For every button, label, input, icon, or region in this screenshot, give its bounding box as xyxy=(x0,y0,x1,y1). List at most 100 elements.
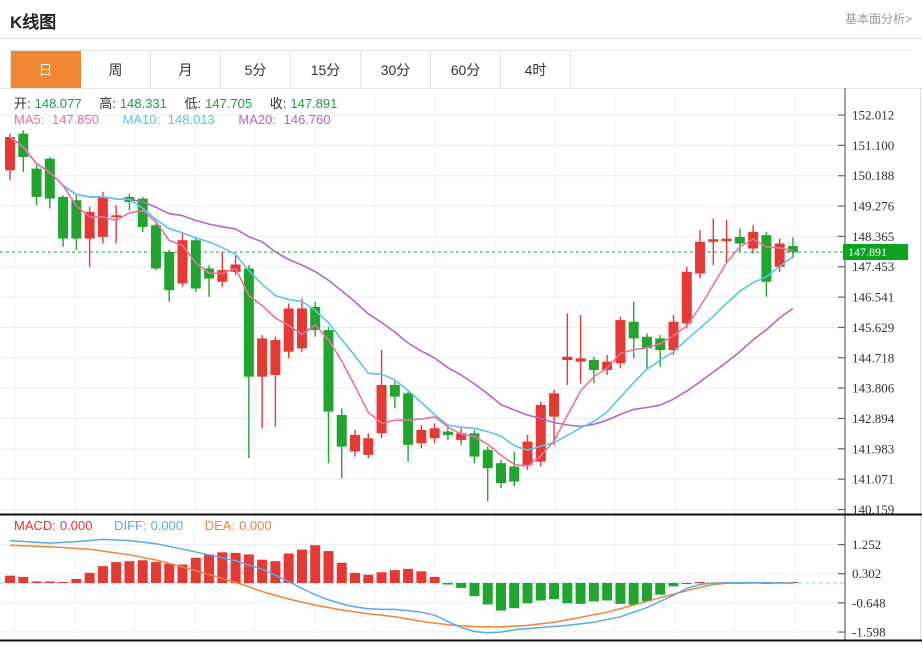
close-value: 147.891 xyxy=(290,96,338,111)
candle xyxy=(774,243,785,267)
candle xyxy=(456,433,467,440)
ma-legend: MA5: 147.850 MA10: 148.013 MA20: 146.760 xyxy=(14,112,339,127)
candle xyxy=(336,414,347,447)
ma10-line xyxy=(9,136,794,452)
y-axis-label: 146.541 xyxy=(852,290,894,305)
macd-bar xyxy=(137,560,148,583)
candle xyxy=(761,235,772,282)
candle xyxy=(111,215,122,218)
candle xyxy=(177,240,188,284)
y-axis-label: 152.012 xyxy=(852,108,894,123)
macd-bar xyxy=(695,582,706,583)
macd-legend: MACD: 0.000 DIFF: 0.000 DEA: 0.000 xyxy=(14,518,280,533)
macd-bar xyxy=(549,583,560,600)
panel-separator xyxy=(0,513,922,516)
candle xyxy=(350,434,361,452)
candle xyxy=(562,356,573,361)
macd-bar xyxy=(177,564,188,583)
macd-bar xyxy=(97,566,108,583)
candle xyxy=(602,361,613,371)
low-label: 低: xyxy=(184,96,202,111)
ma5-line xyxy=(9,136,794,468)
candle xyxy=(323,330,334,412)
y-axis-label: 149.276 xyxy=(852,199,895,214)
candle xyxy=(787,245,798,253)
candle xyxy=(748,231,759,249)
candle xyxy=(575,358,586,362)
y-axis-label: 150.188 xyxy=(852,168,894,183)
macd-bar xyxy=(31,581,42,583)
macd-bar xyxy=(416,571,427,583)
y-axis-label: 148.365 xyxy=(852,229,894,244)
candle xyxy=(442,431,453,435)
candle xyxy=(283,308,294,352)
macd-bar xyxy=(44,581,55,583)
macd-bar xyxy=(204,554,215,583)
ma5-legend: MA5: 147.850 xyxy=(14,112,99,127)
macd-bar xyxy=(668,583,679,587)
macd-bar xyxy=(230,552,241,583)
macd-bar xyxy=(310,545,321,583)
fundamental-analysis-link[interactable]: 基本面分析> xyxy=(844,12,912,26)
ohlc-legend: 开: 148.077 高: 148.331 低: 147.705 收: 147.891 xyxy=(14,93,351,112)
tab-日[interactable]: 日 xyxy=(11,51,81,89)
macd-bar xyxy=(376,572,387,583)
macd-bar xyxy=(18,576,29,583)
diff-line xyxy=(9,538,793,634)
macd-bar xyxy=(350,572,361,583)
macd-bar xyxy=(71,579,82,583)
candle xyxy=(588,360,599,371)
y-axis-label: -1.598 xyxy=(852,625,886,640)
macd-bar xyxy=(575,583,586,604)
candle xyxy=(243,268,254,377)
macd-bar xyxy=(655,583,666,595)
y-axis-label: 143.806 xyxy=(852,381,895,396)
candle xyxy=(549,393,560,417)
candle xyxy=(695,241,706,274)
macd-bar xyxy=(124,561,135,583)
macd-bar xyxy=(111,562,122,583)
candle xyxy=(217,270,228,282)
candle xyxy=(363,438,374,455)
macd-bar xyxy=(323,551,334,583)
y-axis-label: 145.629 xyxy=(852,320,894,335)
tab-5分[interactable]: 5分 xyxy=(221,51,291,89)
tab-15分[interactable]: 15分 xyxy=(291,51,361,89)
candle xyxy=(257,338,268,377)
dea-value-legend: DEA: 0.000 xyxy=(204,518,272,533)
macd-bar xyxy=(522,583,533,604)
page-title: K线图 xyxy=(10,13,57,32)
macd-bar xyxy=(628,583,639,605)
tab-60分[interactable]: 60分 xyxy=(431,51,501,89)
candle xyxy=(310,306,321,331)
macd-bar xyxy=(257,559,268,583)
chart-svg[interactable]: 152.012 151.100 150.188 149.276 148.365 147.4… xyxy=(0,88,922,645)
candle xyxy=(71,200,82,239)
open-label: 开: xyxy=(14,96,31,111)
macd-bar xyxy=(469,583,480,597)
macd-bar xyxy=(336,562,347,583)
macd-bar xyxy=(243,554,254,583)
candle xyxy=(58,196,69,239)
macd-bar xyxy=(58,582,69,583)
y-axis-label: 144.718 xyxy=(852,350,894,365)
tab-月[interactable]: 月 xyxy=(151,51,221,89)
candle xyxy=(509,466,520,482)
diff-value-legend: DIFF: 0.000 xyxy=(114,518,184,533)
tab-周[interactable]: 周 xyxy=(81,51,151,89)
macd-bar xyxy=(389,570,400,583)
candle xyxy=(721,238,732,242)
tab-4时[interactable]: 4时 xyxy=(501,51,571,89)
candle xyxy=(190,240,201,289)
macd-bar xyxy=(283,553,294,583)
macd-bar xyxy=(296,549,307,583)
tab-30分[interactable]: 30分 xyxy=(361,51,431,89)
macd-bar xyxy=(535,583,546,601)
open-value: 148.077 xyxy=(34,96,82,111)
high-label: 高: xyxy=(99,96,116,111)
candle xyxy=(84,211,95,239)
close-label: 收: xyxy=(269,96,287,111)
macd-bar xyxy=(615,583,626,604)
y-axis-label: 142.894 xyxy=(852,411,895,426)
y-axis-label: -0.648 xyxy=(852,595,886,610)
